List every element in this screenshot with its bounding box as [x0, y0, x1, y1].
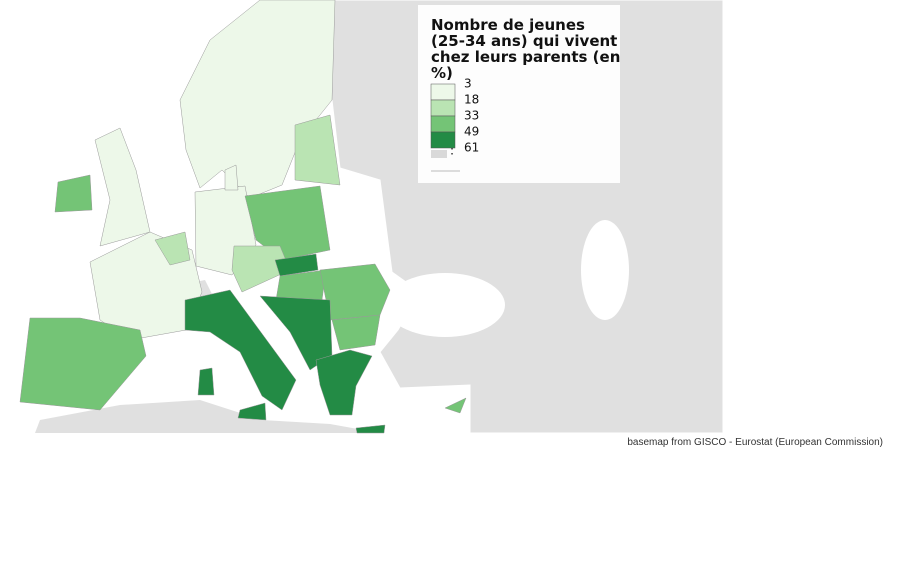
country [197, 367, 215, 396]
country [19, 317, 147, 411]
legend-title: Nombre de jeunes [431, 16, 585, 34]
country [231, 245, 291, 293]
legend-swatch [430, 131, 456, 149]
legend-break-label: 49 [464, 125, 479, 139]
legend-title: %) [431, 64, 453, 82]
country [315, 349, 373, 416]
country [294, 114, 341, 186]
country [444, 397, 467, 414]
legend-break-label: 18 [464, 93, 479, 107]
legend: Nombre de jeunes(25-34 ans) qui viventch… [430, 16, 620, 158]
attribution: basemap from GISCO - Eurostat (European … [627, 437, 883, 448]
legend-title: chez leurs parents (en [431, 48, 620, 66]
legend-break-label: 3 [464, 77, 472, 91]
country [274, 253, 319, 277]
black-sea [385, 273, 505, 337]
legend-title: (25-34 ans) qui vivent [431, 32, 617, 50]
north-africa [35, 400, 380, 433]
legend-swatch [430, 83, 456, 101]
legend-break-label: 61 [464, 141, 479, 155]
country [331, 314, 381, 351]
legend-swatch-no-data [431, 150, 447, 158]
country [355, 424, 386, 434]
legend-swatch [430, 115, 456, 133]
country [237, 402, 267, 421]
legend-swatch [430, 99, 456, 117]
legend-break-label: 33 [464, 109, 479, 123]
legend-no-data-label: : [450, 144, 454, 158]
country [224, 164, 239, 191]
country [54, 174, 93, 213]
caspian-sea [581, 220, 629, 320]
country [184, 289, 297, 411]
country [244, 185, 331, 261]
country [154, 231, 191, 266]
